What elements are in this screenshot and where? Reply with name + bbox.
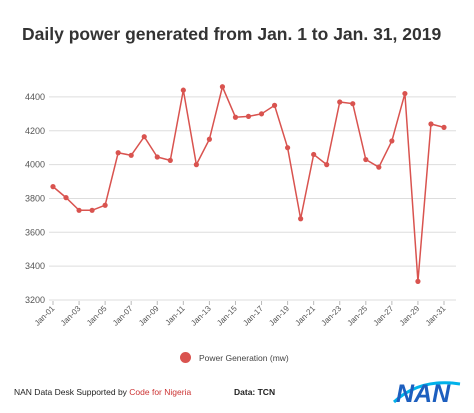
x-tick-label: Jan-03 (59, 304, 83, 328)
data-point (298, 216, 304, 222)
x-tick-label: Jan-27 (372, 304, 396, 328)
data-point (428, 121, 434, 127)
x-tick-label: Jan-31 (424, 304, 448, 328)
data-point (350, 101, 356, 107)
data-point (337, 99, 343, 105)
data-point (154, 154, 160, 160)
x-tick-label: Jan-05 (85, 304, 109, 328)
x-tick-label: Jan-25 (346, 304, 370, 328)
data-point (441, 124, 447, 130)
data-point (363, 156, 369, 163)
y-axis-ticks: 3200 3400 3600 3800 4000 4200 4400 (25, 92, 45, 305)
data-point (232, 114, 239, 120)
y-tick-label: 3200 (25, 295, 45, 305)
data-point (389, 138, 395, 144)
gridlines (49, 96, 456, 301)
x-axis-ticks: Jan-01 Jan-03 Jan-05 Jan-07 Jan-09 Jan-11 Jan-… (33, 301, 448, 328)
x-tick-label: Jan-17 (241, 304, 265, 328)
y-tick-label: 4000 (25, 160, 45, 170)
series-points (50, 84, 447, 284)
data-point (89, 207, 95, 213)
data-point (180, 87, 186, 93)
code-for-nigeria-link[interactable]: Code for Nigeria (129, 387, 192, 397)
data-point (415, 278, 421, 284)
data-point (63, 195, 69, 201)
data-point (141, 134, 147, 140)
x-tick-label: Jan-13 (189, 304, 213, 328)
data-point (115, 150, 121, 156)
data-point (206, 136, 212, 142)
x-tick-label: Jan-11 (164, 304, 188, 328)
footer-credit: NAN Data Desk Supported by Code for Nige… (14, 387, 191, 397)
y-tick-label: 4200 (25, 126, 45, 136)
y-tick-label: 3800 (25, 193, 45, 203)
data-point (76, 207, 82, 213)
data-point (193, 162, 199, 168)
data-point (402, 90, 408, 97)
chart-title: Daily power generated from Jan. 1 to Jan… (22, 24, 442, 44)
data-source: Data: TCN (234, 387, 276, 397)
data-point (50, 184, 56, 190)
data-point (324, 162, 330, 168)
nan-logo: NAN (392, 380, 461, 408)
x-tick-label: Jan-19 (267, 304, 291, 328)
logo-swoosh (392, 381, 461, 404)
logo-text: NAN (396, 380, 451, 408)
x-tick-label: Jan-29 (398, 304, 422, 328)
data-point (167, 157, 173, 163)
data-point (376, 164, 382, 170)
y-tick-label: 3400 (25, 261, 45, 271)
data-point (128, 152, 134, 158)
x-tick-label: Jan-09 (137, 304, 161, 328)
data-point (271, 102, 278, 108)
x-tick-label: Jan-07 (111, 304, 135, 328)
legend-label: Power Generation (mw) (199, 352, 289, 363)
data-point (311, 151, 317, 158)
x-tick-label: Jan-15 (215, 304, 239, 328)
x-tick-label: Jan-21 (293, 304, 317, 328)
y-tick-label: 4400 (25, 92, 45, 102)
data-point (258, 111, 265, 117)
data-point (245, 113, 252, 119)
data-point (102, 202, 108, 208)
x-tick-label: Jan-01 (33, 304, 57, 328)
legend: Power Generation (mw) (180, 352, 289, 363)
legend-swatch (180, 352, 191, 363)
data-point (219, 84, 226, 90)
y-tick-label: 3600 (25, 227, 45, 237)
x-tick-label: Jan-23 (319, 304, 343, 328)
footer-prefix: NAN Data Desk Supported by (14, 387, 130, 397)
data-point (285, 145, 291, 151)
